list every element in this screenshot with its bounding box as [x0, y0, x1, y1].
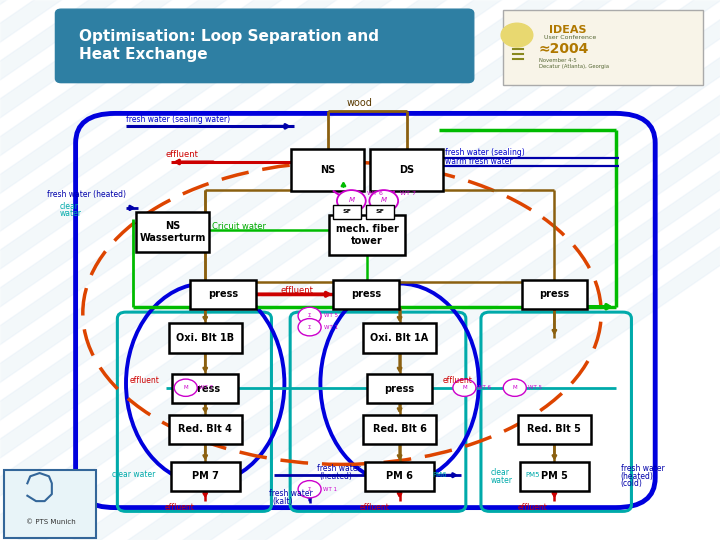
- Text: WT 7: WT 7: [199, 385, 212, 390]
- Text: (heated): (heated): [621, 472, 654, 481]
- Circle shape: [174, 379, 197, 396]
- Text: Red. Blt 6: Red. Blt 6: [373, 424, 426, 434]
- FancyBboxPatch shape: [333, 205, 361, 219]
- Text: M: M: [184, 385, 188, 390]
- Text: wood: wood: [347, 98, 373, 107]
- Text: water: water: [491, 476, 513, 484]
- Text: Σ: Σ: [308, 325, 311, 330]
- Text: NS
Wasserturm: NS Wasserturm: [140, 221, 206, 243]
- Text: clear: clear: [491, 468, 510, 477]
- Text: WT 5: WT 5: [528, 385, 541, 390]
- FancyBboxPatch shape: [520, 462, 589, 491]
- Text: effluent: effluent: [165, 503, 195, 512]
- Text: ≈2004: ≈2004: [539, 42, 589, 56]
- Text: mech. fiber
tower: mech. fiber tower: [336, 224, 399, 246]
- Circle shape: [337, 190, 366, 212]
- Text: PM5: PM5: [526, 472, 540, 478]
- Text: fresh water: fresh water: [621, 464, 665, 473]
- Text: DS: DS: [399, 165, 415, 175]
- Text: warm fresh water: warm fresh water: [445, 158, 513, 166]
- Text: effluent: effluent: [518, 503, 548, 512]
- Text: © PTS Munich: © PTS Munich: [25, 519, 76, 525]
- Text: effluent: effluent: [281, 286, 314, 295]
- Text: PM6: PM6: [432, 472, 446, 478]
- Text: WT 6: WT 6: [477, 385, 491, 390]
- Text: press: press: [539, 289, 570, 299]
- Text: Σ: Σ: [308, 313, 311, 319]
- Text: WT 7: WT 7: [400, 191, 415, 196]
- Text: press: press: [208, 289, 238, 299]
- Text: SF: SF: [343, 209, 351, 214]
- Text: WT 1: WT 1: [324, 325, 338, 330]
- Text: Optimisation: Loop Separation and
Heat Exchange: Optimisation: Loop Separation and Heat E…: [79, 29, 379, 62]
- Text: PM 6: PM 6: [386, 471, 413, 481]
- Text: clear water: clear water: [112, 470, 155, 478]
- Text: effluent: effluent: [443, 376, 472, 385]
- Text: M: M: [513, 385, 517, 390]
- Text: PM 5: PM 5: [541, 471, 568, 481]
- Circle shape: [298, 307, 321, 325]
- Text: (kalt): (kalt): [272, 497, 292, 505]
- Text: Oxi. Blt 1A: Oxi. Blt 1A: [371, 333, 428, 343]
- FancyBboxPatch shape: [171, 462, 240, 491]
- Text: WT 5: WT 5: [324, 313, 338, 319]
- Text: M: M: [462, 385, 467, 390]
- FancyBboxPatch shape: [366, 205, 394, 219]
- FancyBboxPatch shape: [55, 9, 474, 83]
- Text: Red. Blt 5: Red. Blt 5: [528, 424, 581, 434]
- FancyBboxPatch shape: [518, 415, 590, 444]
- Text: effluent: effluent: [166, 150, 199, 159]
- FancyBboxPatch shape: [190, 280, 256, 309]
- FancyBboxPatch shape: [168, 323, 242, 353]
- Circle shape: [501, 23, 533, 47]
- Text: press: press: [351, 289, 381, 299]
- Text: WT 6: WT 6: [367, 191, 383, 196]
- FancyBboxPatch shape: [329, 215, 405, 255]
- FancyBboxPatch shape: [364, 415, 436, 444]
- Text: M: M: [348, 197, 354, 203]
- Text: Σ: Σ: [308, 487, 311, 492]
- Text: clear: clear: [60, 202, 78, 211]
- Text: IDEAS: IDEAS: [549, 25, 586, 35]
- Text: PM 7: PM 7: [192, 471, 219, 481]
- Text: (heated): (heated): [319, 472, 352, 481]
- FancyBboxPatch shape: [4, 470, 96, 538]
- FancyBboxPatch shape: [370, 149, 443, 191]
- Text: Red. Blt 4: Red. Blt 4: [179, 424, 232, 434]
- FancyBboxPatch shape: [333, 280, 399, 309]
- FancyBboxPatch shape: [364, 323, 436, 353]
- FancyBboxPatch shape: [365, 462, 434, 491]
- Circle shape: [298, 319, 321, 336]
- Text: fresh water (heated): fresh water (heated): [47, 190, 126, 199]
- Text: M: M: [381, 197, 387, 203]
- Text: Cricuit water: Cricuit water: [212, 222, 266, 231]
- Text: User Conference: User Conference: [544, 35, 596, 40]
- Text: press: press: [384, 384, 415, 394]
- Text: Oxi. Blt 1B: Oxi. Blt 1B: [176, 333, 234, 343]
- Circle shape: [503, 379, 526, 396]
- Circle shape: [453, 379, 476, 396]
- FancyBboxPatch shape: [521, 280, 588, 309]
- Text: (cold): (cold): [621, 480, 642, 488]
- Circle shape: [298, 481, 321, 498]
- Text: press: press: [190, 384, 220, 394]
- FancyBboxPatch shape: [503, 10, 703, 85]
- Text: fresh water (sealing): fresh water (sealing): [445, 148, 525, 157]
- Text: fresh water: fresh water: [269, 489, 312, 498]
- FancyBboxPatch shape: [137, 212, 209, 252]
- FancyBboxPatch shape: [291, 149, 364, 191]
- Text: fresh water: fresh water: [317, 464, 361, 473]
- Circle shape: [369, 190, 398, 212]
- FancyBboxPatch shape: [367, 374, 432, 403]
- FancyBboxPatch shape: [172, 374, 238, 403]
- Text: effluent: effluent: [130, 376, 159, 385]
- Text: WT 1: WT 1: [323, 487, 336, 492]
- Text: NS: NS: [320, 165, 336, 175]
- FancyBboxPatch shape: [168, 415, 242, 444]
- Text: water: water: [60, 210, 82, 218]
- Text: SF: SF: [376, 209, 384, 214]
- Text: effluent: effluent: [359, 503, 390, 512]
- Text: November 4-5
Decatur (Atlanta), Georgia: November 4-5 Decatur (Atlanta), Georgia: [539, 58, 608, 69]
- Text: fresh water (sealing water): fresh water (sealing water): [126, 116, 230, 124]
